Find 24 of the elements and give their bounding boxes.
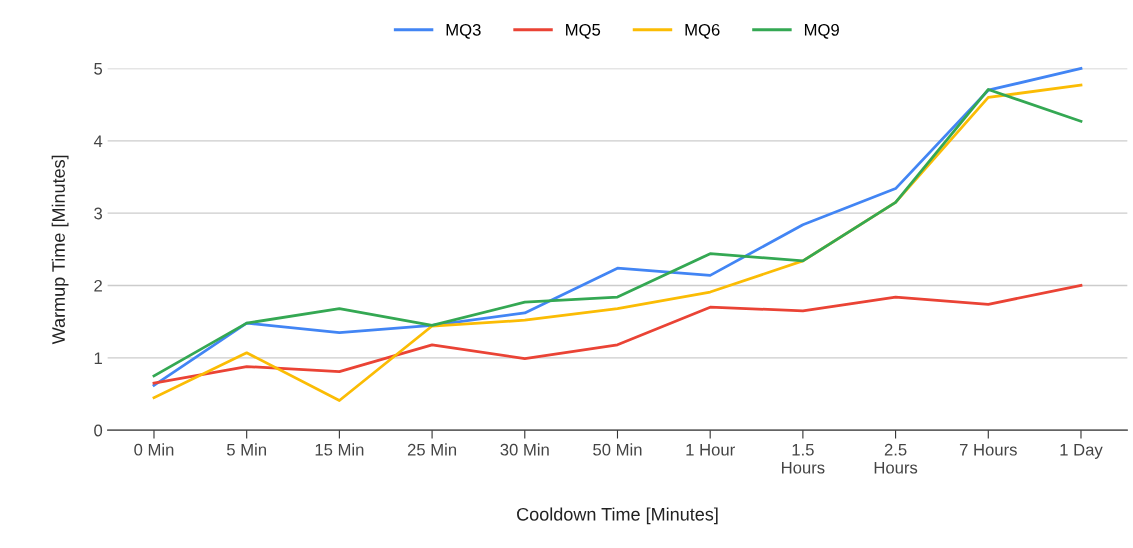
x-tick-label: 15 Min <box>315 443 364 456</box>
x-tick-label: 50 Min <box>593 443 642 456</box>
y-tick-label: 5 <box>94 63 103 75</box>
y-tick-label: 4 <box>93 135 103 147</box>
x-tick-label: 1 Day <box>1060 443 1103 459</box>
x-tick-label: 5 Min <box>226 443 266 456</box>
x-tick-label: 25 Min <box>407 443 457 456</box>
x-tick-label: 7 Hours <box>959 443 1017 456</box>
y-axis-title: Warmup Time [Minutes] <box>51 155 69 345</box>
x-tick-label: 1 Hour <box>686 443 735 456</box>
y-tick-label: 2 <box>94 279 102 292</box>
line-series <box>152 284 1083 385</box>
legend-label: MQ3 <box>446 23 481 39</box>
legend-label: MQ5 <box>566 23 601 39</box>
x-tick-label: 2.5 Hours <box>874 443 918 474</box>
x-tick-label: 0 Min <box>134 443 174 456</box>
y-tick-label: 0 <box>94 424 103 437</box>
x-axis-title: Cooldown Time [Minutes] <box>517 507 718 525</box>
y-tick-label: 1 <box>94 352 102 364</box>
legend-label: MQ6 <box>685 23 720 39</box>
legend-label: MQ9 <box>804 23 839 39</box>
x-tick-label: 1.5 Hours <box>782 443 825 474</box>
y-tick-label: 3 <box>94 207 103 220</box>
x-tick-label: 30 Min <box>500 443 549 456</box>
